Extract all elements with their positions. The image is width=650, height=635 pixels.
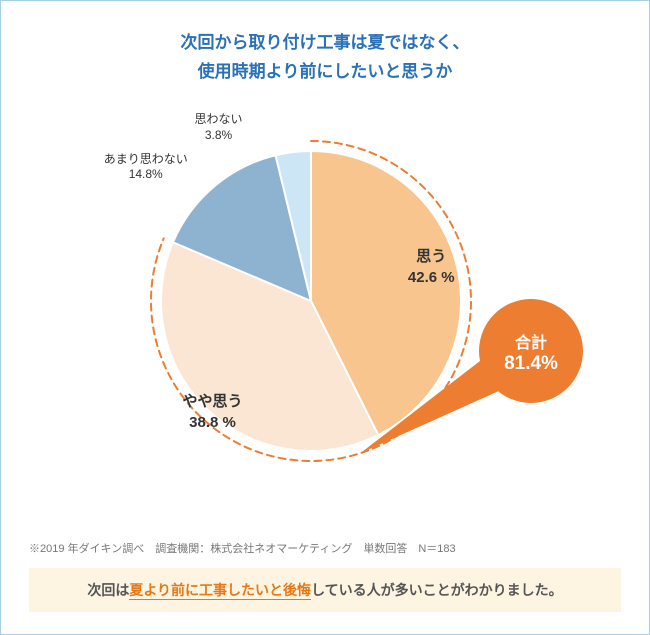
pie-chart-area: 思う 42.6 % やや思う 38.8 % あまり思わない 14.8%思わない 3.… — [1, 111, 649, 491]
slice-label: 思わない 3.8% — [195, 112, 243, 143]
callout-line2: 81.4% — [479, 353, 583, 375]
conclusion-box: 次回は夏より前に工事したいと後悔している人が多いことがわかりました。 — [29, 568, 621, 612]
slice-label: あまり思わない 14.8% — [104, 152, 188, 183]
total-callout: 合計81.4% — [479, 329, 583, 375]
source-note: ※2019 年ダイキン調べ 調査機関：株式会社ネオマーケティング 単数回答 N＝… — [29, 540, 456, 556]
callout-line1: 合計 — [479, 329, 583, 353]
slice-label: やや思う 38.8 % — [163, 391, 263, 433]
conclusion-prefix: 次回は — [87, 582, 129, 598]
pie-chart-svg — [1, 111, 589, 499]
chart-frame: 次回から取り付け工事は夏ではなく、 使用時期より前にしたいと思うか 思う 42.… — [0, 0, 650, 635]
chart-title: 次回から取り付け工事は夏ではなく、 使用時期より前にしたいと思うか — [1, 1, 649, 87]
conclusion-suffix: している人が多いことがわかりました。 — [311, 582, 563, 598]
conclusion-highlight: 夏より前に工事したいと後悔 — [129, 582, 311, 600]
slice-label: 思う 42.6 % — [381, 246, 481, 288]
